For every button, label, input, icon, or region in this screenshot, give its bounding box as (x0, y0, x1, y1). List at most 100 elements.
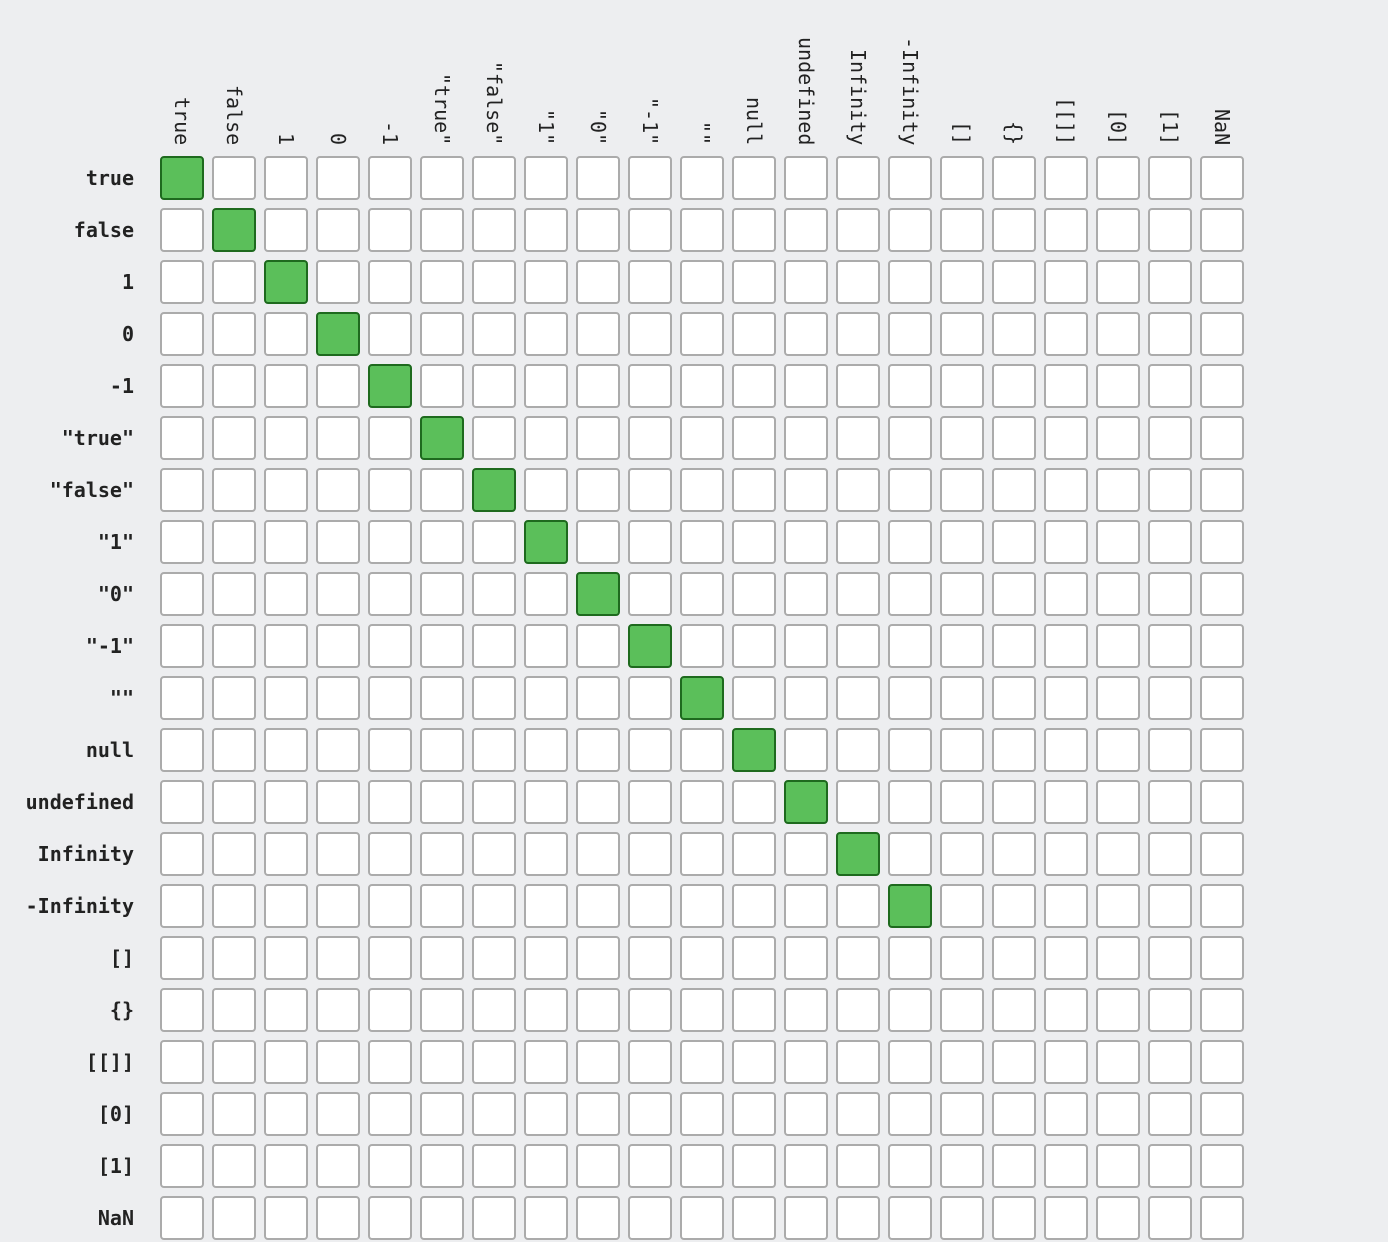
matrix-cell (368, 520, 412, 564)
matrix-cell (732, 936, 776, 980)
matrix-cell (524, 1040, 568, 1084)
matrix-cell (836, 416, 880, 460)
column-label: 1 (274, 132, 298, 145)
matrix-cell (368, 624, 412, 668)
matrix-cell (1200, 364, 1244, 408)
matrix-cell (784, 520, 828, 564)
matrix-cell (1148, 520, 1192, 564)
matrix-cell (472, 520, 516, 564)
matrix-cell (576, 936, 620, 980)
matrix-cell-equal (784, 780, 828, 824)
matrix-cell (212, 832, 256, 876)
matrix-cell (368, 1144, 412, 1188)
matrix-cell (1148, 832, 1192, 876)
matrix-cell (836, 1040, 880, 1084)
matrix-cell (836, 884, 880, 928)
matrix-cell (1044, 156, 1088, 200)
matrix-cell (1096, 832, 1140, 876)
matrix-cell (992, 676, 1036, 720)
matrix-cell (992, 312, 1036, 356)
matrix-cell (420, 1092, 464, 1136)
matrix-cell (992, 884, 1036, 928)
matrix-cell (680, 520, 724, 564)
matrix-cell (212, 520, 256, 564)
matrix-cell (680, 1144, 724, 1188)
matrix-cell (628, 936, 672, 980)
row-label: undefined (25, 790, 134, 814)
matrix-cell (784, 1040, 828, 1084)
matrix-cell (1096, 1040, 1140, 1084)
matrix-cell (472, 936, 516, 980)
matrix-cell (420, 260, 464, 304)
matrix-cell (628, 676, 672, 720)
column-label: [] (950, 120, 974, 145)
matrix-cell (732, 260, 776, 304)
matrix-cell (1096, 988, 1140, 1032)
matrix-cell-equal (368, 364, 412, 408)
row-label: 1 (121, 270, 134, 294)
column-label: false (222, 84, 246, 145)
matrix-cell (316, 728, 360, 772)
matrix-cell (264, 988, 308, 1032)
matrix-cell (1200, 520, 1244, 564)
matrix-cell (264, 1092, 308, 1136)
matrix-cell (368, 208, 412, 252)
matrix-cell (1148, 260, 1192, 304)
row-label: 0 (121, 322, 134, 346)
matrix-cell (368, 1196, 412, 1240)
matrix-cell (524, 572, 568, 616)
matrix-cell (472, 728, 516, 772)
matrix-cell (1148, 416, 1192, 460)
matrix-cell (784, 728, 828, 772)
matrix-cell (940, 468, 984, 512)
matrix-cell (420, 364, 464, 408)
matrix-cell (992, 416, 1036, 460)
matrix-cell (888, 936, 932, 980)
matrix-cell (576, 156, 620, 200)
matrix-cell (784, 468, 828, 512)
matrix-cell (732, 884, 776, 928)
matrix-cell (576, 780, 620, 824)
matrix-cell (992, 780, 1036, 824)
column-label: "0" (586, 108, 610, 145)
matrix-cell (1148, 208, 1192, 252)
matrix-cell (316, 988, 360, 1032)
matrix-cell (160, 1040, 204, 1084)
matrix-cell (420, 936, 464, 980)
matrix-cell (628, 364, 672, 408)
matrix-cell (628, 988, 672, 1032)
matrix-cell (1044, 1196, 1088, 1240)
matrix-cell (628, 780, 672, 824)
column-label: [[]] (1054, 96, 1078, 145)
matrix-cell (316, 572, 360, 616)
matrix-cell (1044, 676, 1088, 720)
matrix-cell (524, 364, 568, 408)
matrix-cell (888, 1196, 932, 1240)
matrix-cell (1148, 468, 1192, 512)
column-label: null (742, 96, 766, 145)
matrix-cell (524, 676, 568, 720)
matrix-cell (732, 780, 776, 824)
matrix-cell (160, 884, 204, 928)
matrix-cell (212, 1040, 256, 1084)
matrix-cell (1200, 416, 1244, 460)
column-label: [1] (1158, 108, 1182, 145)
matrix-cell (628, 468, 672, 512)
matrix-cell (992, 520, 1036, 564)
row-label: {} (109, 998, 134, 1022)
matrix-cell (264, 520, 308, 564)
matrix-cell (836, 1092, 880, 1136)
matrix-cell (680, 416, 724, 460)
row-label: false (73, 218, 134, 242)
matrix-cell (732, 156, 776, 200)
matrix-cell (836, 156, 880, 200)
matrix-cell (992, 1196, 1036, 1240)
matrix-cell (992, 156, 1036, 200)
matrix-cell (888, 832, 932, 876)
matrix-cell (1148, 988, 1192, 1032)
matrix-cell (888, 156, 932, 200)
matrix-cell (940, 988, 984, 1032)
matrix-cell (836, 260, 880, 304)
matrix-cell (472, 208, 516, 252)
matrix-cell (680, 156, 724, 200)
